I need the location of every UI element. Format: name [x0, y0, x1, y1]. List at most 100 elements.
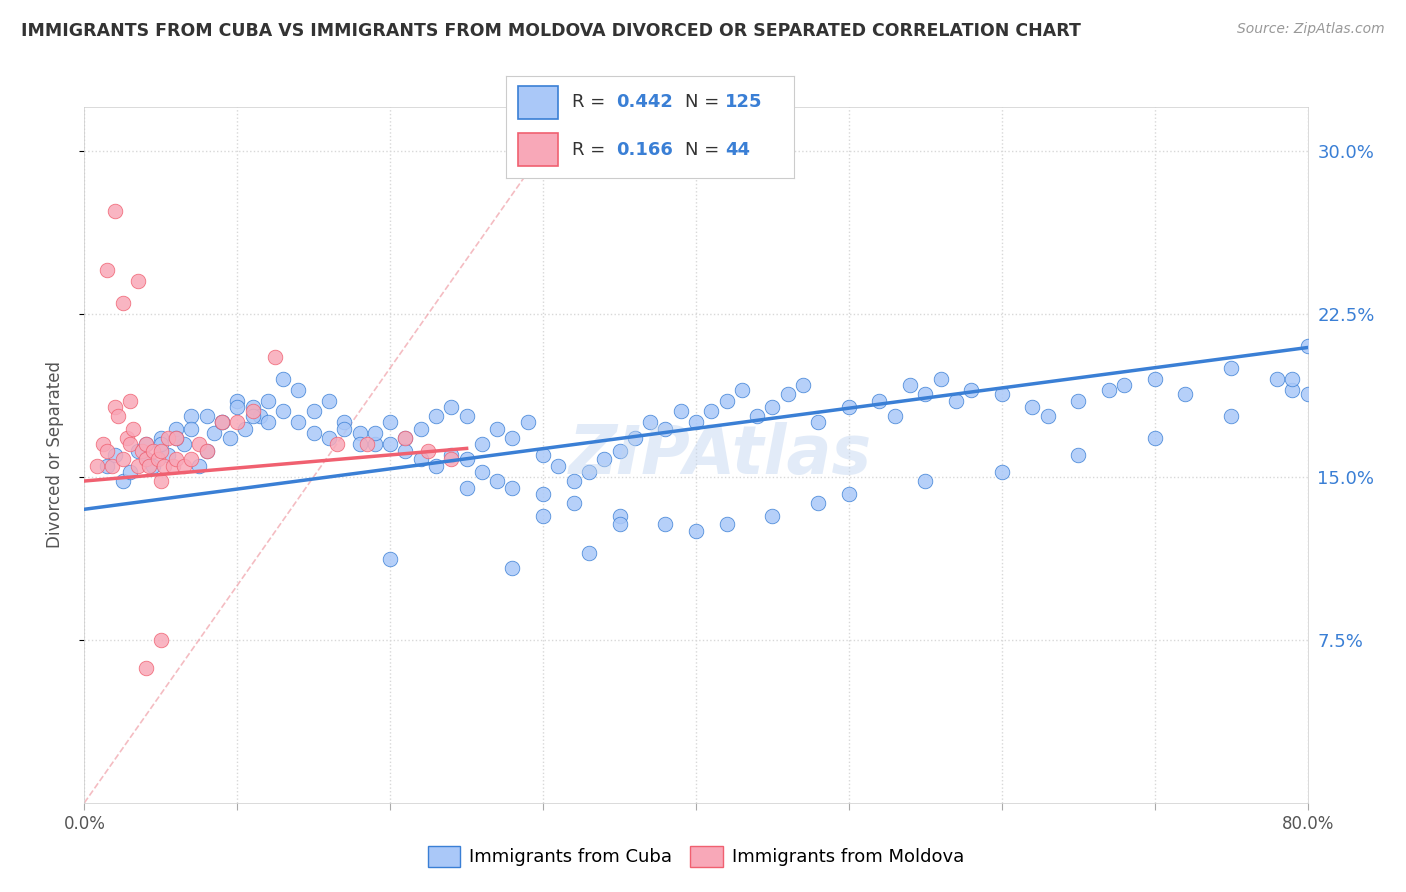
Point: [233, 422, 256, 436]
Legend: Immigrants from Cuba, Immigrants from Moldova: Immigrants from Cuba, Immigrants from Mo…: [420, 838, 972, 874]
Point: [409, 452, 432, 467]
Point: [685, 415, 707, 429]
Point: [624, 431, 647, 445]
Point: [716, 393, 738, 408]
Point: [318, 393, 340, 408]
Point: [394, 443, 416, 458]
Point: [349, 437, 371, 451]
Point: [562, 496, 585, 510]
Point: [165, 452, 187, 467]
Point: [226, 400, 249, 414]
Point: [685, 524, 707, 538]
Point: [502, 481, 524, 495]
Point: [104, 448, 127, 462]
Point: [211, 415, 233, 429]
Point: [165, 431, 187, 445]
Point: [547, 458, 569, 473]
Point: [1143, 431, 1166, 445]
Point: [195, 443, 218, 458]
Point: [287, 383, 309, 397]
Point: [135, 452, 157, 467]
Point: [120, 466, 142, 480]
Point: [257, 415, 280, 429]
Point: [761, 400, 783, 414]
Point: [120, 393, 142, 408]
Point: [104, 204, 127, 219]
Point: [153, 458, 176, 473]
Point: [654, 517, 676, 532]
Point: [333, 415, 356, 429]
Point: [914, 387, 936, 401]
Point: [242, 400, 264, 414]
Point: [257, 393, 280, 408]
Point: [807, 496, 830, 510]
Point: [96, 458, 118, 473]
Point: [440, 452, 463, 467]
Bar: [517, 133, 558, 166]
Y-axis label: Divorced or Separated: Divorced or Separated: [45, 361, 63, 549]
Point: [180, 452, 202, 467]
Point: [394, 431, 416, 445]
Point: [638, 415, 661, 429]
Point: [226, 393, 249, 408]
Point: [578, 466, 600, 480]
Point: [747, 409, 769, 423]
Point: [838, 487, 860, 501]
Text: IMMIGRANTS FROM CUBA VS IMMIGRANTS FROM MOLDOVA DIVORCED OR SEPARATED CORRELATIO: IMMIGRANTS FROM CUBA VS IMMIGRANTS FROM …: [21, 22, 1081, 40]
Point: [202, 426, 225, 441]
Point: [609, 508, 631, 523]
Point: [96, 443, 118, 458]
Point: [127, 274, 149, 288]
Point: [165, 422, 187, 436]
Text: 125: 125: [725, 94, 762, 112]
Text: ZIPAtlas: ZIPAtlas: [569, 422, 872, 488]
Point: [502, 561, 524, 575]
Point: [242, 409, 264, 423]
Point: [960, 383, 983, 397]
Point: [1281, 372, 1303, 386]
Point: [380, 415, 402, 429]
Point: [991, 466, 1014, 480]
Point: [609, 517, 631, 532]
Point: [531, 508, 554, 523]
Point: [271, 372, 294, 386]
Point: [502, 431, 524, 445]
Point: [425, 409, 447, 423]
Point: [271, 404, 294, 418]
Point: [1281, 383, 1303, 397]
Point: [242, 404, 264, 418]
Point: [716, 517, 738, 532]
Point: [287, 415, 309, 429]
Point: [188, 458, 211, 473]
Point: [104, 400, 127, 414]
Point: [516, 415, 538, 429]
Bar: [517, 87, 558, 119]
Point: [1220, 360, 1243, 375]
Point: [149, 431, 172, 445]
Point: [1067, 393, 1090, 408]
Point: [914, 474, 936, 488]
Point: [91, 437, 114, 451]
Point: [654, 422, 676, 436]
Text: R =: R =: [572, 94, 606, 112]
Text: 0.442: 0.442: [616, 94, 672, 112]
Point: [945, 393, 967, 408]
Point: [380, 437, 402, 451]
Point: [107, 409, 129, 423]
Point: [1174, 387, 1197, 401]
Point: [898, 378, 921, 392]
Point: [264, 350, 287, 364]
Point: [131, 443, 153, 458]
Point: [302, 404, 325, 418]
Point: [96, 263, 118, 277]
Point: [127, 458, 149, 473]
Point: [138, 458, 160, 473]
Point: [1296, 387, 1319, 401]
Point: [149, 474, 172, 488]
Point: [807, 415, 830, 429]
Point: [149, 632, 172, 647]
Point: [531, 487, 554, 501]
Point: [1067, 448, 1090, 462]
Text: Source: ZipAtlas.com: Source: ZipAtlas.com: [1237, 22, 1385, 37]
Point: [149, 443, 172, 458]
